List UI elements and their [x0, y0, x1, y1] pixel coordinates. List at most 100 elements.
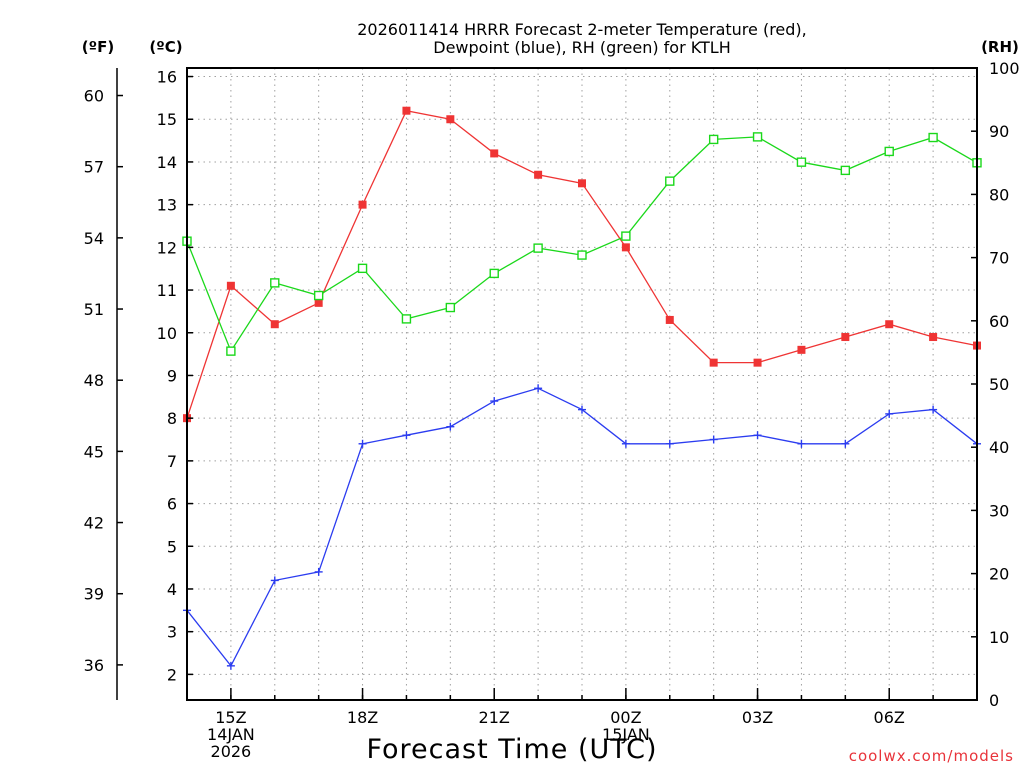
x-tick-label: 00Z: [610, 708, 641, 727]
chart-title-line-1: 2026011414 HRRR Forecast 2-meter Tempera…: [357, 20, 807, 39]
dewpoint-point: [753, 431, 762, 440]
chart-title-line-2: Dewpoint (blue), RH (green) for KTLH: [433, 38, 730, 57]
temperature-point: [402, 106, 411, 115]
celsius-tick-label: 6: [167, 495, 177, 514]
dewpoint-point: [885, 409, 894, 418]
temperature-point: [797, 345, 806, 354]
fahrenheit-tick-label: 51: [84, 300, 104, 319]
celsius-tick-label: 12: [157, 238, 177, 257]
x-tick-label: 15Z: [215, 708, 246, 727]
fahrenheit-tick-label: 48: [84, 371, 104, 390]
fahrenheit-axis-label: (ºF): [82, 38, 114, 56]
celsius-tick-label: 13: [157, 196, 177, 215]
dewpoint-point: [358, 439, 367, 448]
rh-point: [226, 346, 236, 356]
dewpoint-point: [490, 397, 499, 406]
fahrenheit-tick-label: 57: [84, 158, 104, 177]
x-tick-label: 06Z: [874, 708, 905, 727]
dewpoint-point: [709, 435, 718, 444]
rh-tick-label: 20: [989, 565, 1009, 584]
temperature-point: [358, 200, 367, 209]
rh-point: [357, 263, 368, 274]
dewpoint-point: [665, 439, 674, 448]
rh-tick-label: 100: [989, 59, 1020, 78]
temperature-point: [621, 243, 630, 252]
fahrenheit-tick-label: 36: [84, 656, 104, 675]
celsius-tick-label: 3: [167, 623, 177, 642]
dewpoint-point: [621, 439, 630, 448]
x-axis-label: Forecast Time (UTC): [366, 734, 657, 765]
series-lines: [182, 106, 982, 670]
rh-tick-label: 0: [989, 691, 999, 710]
celsius-tick-label: 9: [167, 366, 177, 385]
dewpoint-point: [929, 405, 938, 414]
temperature-point: [709, 358, 718, 367]
rh-tick-label: 10: [989, 628, 1009, 647]
temperature-point: [929, 333, 938, 342]
rh-point: [665, 176, 675, 186]
rh-point: [928, 132, 938, 143]
axis-ticks: 2345678910111213141516363942454851545760…: [84, 59, 1020, 761]
dewpoint-point: [841, 439, 850, 448]
rh-axis-label: (RH): [981, 38, 1019, 56]
temperature-point: [314, 298, 323, 307]
x-tick-label: 15JAN: [602, 725, 650, 744]
dewpoint-point: [446, 422, 455, 431]
rh-tick-label: 40: [989, 438, 1009, 457]
celsius-tick-label: 4: [167, 580, 177, 599]
rh-point: [840, 165, 851, 176]
temperature-point: [490, 149, 499, 158]
celsius-tick-label: 8: [167, 409, 177, 428]
rh-tick-label: 90: [989, 122, 1009, 141]
rh-point: [489, 268, 499, 279]
celsius-axis-label: (ºC): [149, 38, 182, 56]
rh-tick-label: 80: [989, 185, 1009, 204]
rh-point: [445, 302, 456, 313]
x-tick-label: 2026: [211, 742, 252, 761]
fahrenheit-tick-label: 60: [84, 87, 104, 106]
x-tick-label: 21Z: [479, 708, 510, 727]
dewpoint-point: [314, 567, 323, 576]
dewpoint-point: [402, 431, 411, 440]
x-tick-label: 14JAN: [207, 725, 255, 744]
fahrenheit-tick-label: 39: [84, 585, 104, 604]
rh-point: [313, 290, 324, 301]
x-tick-label: 03Z: [742, 708, 773, 727]
temperature-point: [446, 115, 455, 124]
dewpoint-point: [797, 439, 806, 448]
temperature-point: [578, 179, 586, 188]
celsius-tick-label: 10: [157, 324, 177, 343]
rh-tick-label: 60: [989, 312, 1009, 331]
x-tick-label: 18Z: [347, 708, 378, 727]
celsius-tick-label: 16: [157, 68, 177, 87]
celsius-tick-label: 11: [157, 281, 177, 300]
fahrenheit-tick-label: 54: [84, 229, 104, 248]
dewpoint-point: [270, 576, 279, 585]
celsius-tick-label: 14: [157, 153, 177, 172]
temperature-point: [841, 333, 850, 342]
watermark: coolwx.com/models: [849, 747, 1014, 765]
rh-point: [796, 157, 807, 167]
temperature-point: [885, 320, 894, 329]
celsius-tick-label: 5: [167, 537, 177, 556]
dewpoint-point: [534, 384, 543, 393]
grid: [187, 68, 977, 700]
temperature-point: [534, 170, 543, 179]
fahrenheit-tick-label: 42: [84, 514, 104, 533]
rh-point: [752, 132, 763, 142]
temperature-point: [665, 315, 674, 324]
rh-point: [577, 250, 587, 260]
celsius-tick-label: 7: [167, 452, 177, 471]
temperature-point: [753, 358, 762, 367]
celsius-tick-label: 2: [167, 665, 177, 684]
rh-point: [884, 146, 894, 157]
rh-point: [401, 314, 412, 324]
temperature-point: [226, 281, 235, 290]
rh-point: [270, 278, 280, 288]
temperature-point: [270, 320, 279, 329]
rh-point: [621, 231, 631, 241]
rh-tick-label: 30: [989, 501, 1009, 520]
rh-tick-label: 70: [989, 249, 1009, 268]
fahrenheit-tick-label: 45: [84, 442, 104, 461]
